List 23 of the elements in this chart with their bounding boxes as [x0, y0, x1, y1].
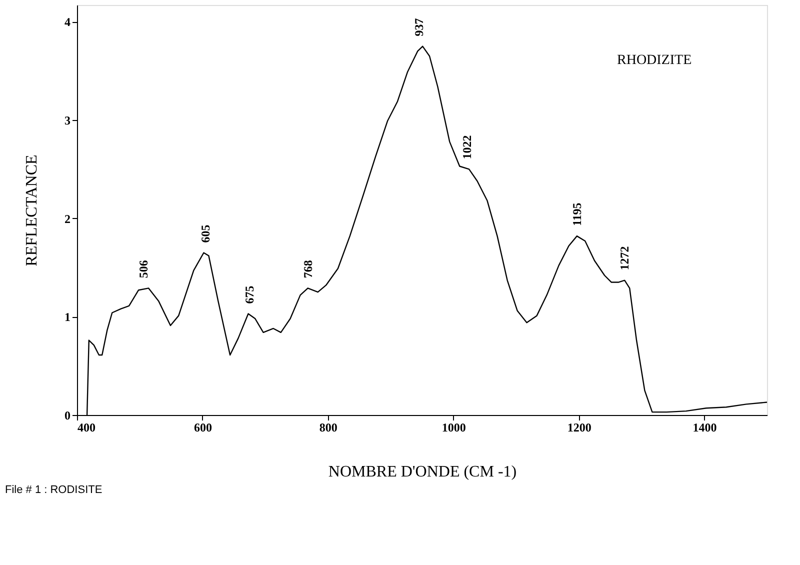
x-tick-label: 1000 — [442, 420, 466, 434]
x-tick-label: 600 — [194, 420, 212, 434]
x-tick-label: 1200 — [567, 420, 592, 434]
y-tick-label: 1 — [64, 310, 70, 324]
annotation: 506 — [136, 260, 150, 278]
x-tick-label: 800 — [319, 420, 338, 434]
annotation: 1022 — [460, 135, 474, 160]
text: File # 1 : RODISITE — [5, 484, 102, 496]
y-axis-title: REFLECTANCE — [24, 154, 40, 266]
annotation: 605 — [198, 224, 213, 243]
annotation: 675 — [242, 286, 256, 304]
annotation: 937 — [412, 18, 426, 36]
y-tick-label: 2 — [64, 212, 70, 226]
x-tick-label: 400 — [78, 420, 96, 434]
x-tick-label: 1400 — [692, 420, 717, 434]
y-tick-label: 4 — [64, 15, 70, 30]
y-tick-label: 0 — [64, 408, 70, 422]
annotation: 1195 — [570, 202, 584, 226]
x-axis-title: NOMBRE D'ONDE (CM -1) — [328, 464, 517, 480]
annotation: 1272 — [618, 246, 632, 270]
text: RHODIZITE — [617, 53, 692, 68]
annotation: 768 — [300, 260, 315, 278]
y-tick-label: 3 — [64, 114, 70, 128]
